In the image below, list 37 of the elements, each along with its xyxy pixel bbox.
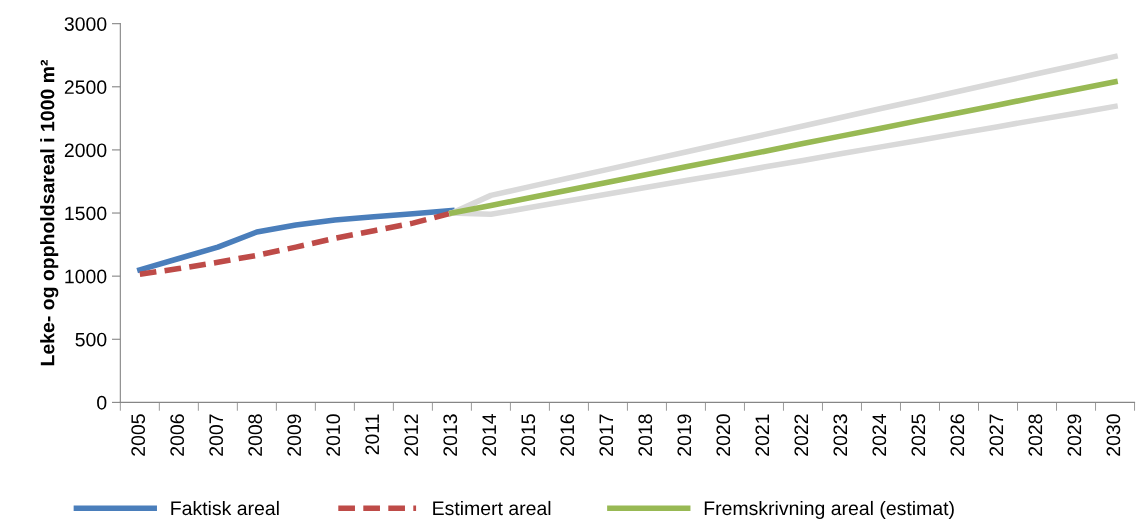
x-tick-label: 2014 [482,414,497,456]
x-tick-label: 2008 [248,414,263,456]
x-tick-label: 2030 [1106,414,1121,456]
x-tick-label: 2015 [521,414,536,456]
x-tick-label: 2013 [443,414,458,456]
x-tick-label: 2026 [950,414,965,456]
x-tick-label: 2018 [638,414,653,456]
legend-label: Faktisk areal [171,500,279,516]
y-tick-label: 0 [97,395,107,410]
x-tick-label: 2027 [989,414,1004,456]
x-tick-label: 2028 [1028,414,1043,456]
y-tick-label: 2500 [64,80,107,95]
x-tick-label: 2007 [209,414,224,456]
y-tick-label: 2000 [64,143,107,158]
legend-label: Estimert areal [433,500,551,516]
x-tick-label: 2025 [911,414,926,456]
y-tick-label: 1000 [65,269,107,284]
x-tick-label: 2022 [794,414,809,456]
x-tick-label: 2011 [365,414,380,455]
x-tick-label: 2024 [872,414,887,456]
x-tick-label: 2006 [170,414,185,456]
x-tick-label: 2010 [326,414,341,456]
y-tick-label: 3000 [64,17,107,31]
y-tick-label: 500 [75,332,107,347]
x-tick-label: 2023 [833,414,848,456]
x-tick-label: 2019 [677,414,692,456]
x-tick-label: 2021 [755,414,770,456]
x-tick-label: 2016 [560,414,575,456]
x-tick-label: 2012 [404,414,419,456]
legend-label: Fremskrivning areal (estimat) [704,500,954,520]
x-tick-label: 2020 [716,414,731,456]
x-tick-label: 2005 [131,414,146,456]
y-tick-label: 1500 [65,206,107,221]
y-axis-title: Leke- og oppholdsareal i 1000 m² [40,59,59,366]
x-tick-label: 2029 [1067,414,1082,456]
x-tick-label: 2009 [287,414,302,456]
x-tick-label: 2017 [599,414,614,456]
